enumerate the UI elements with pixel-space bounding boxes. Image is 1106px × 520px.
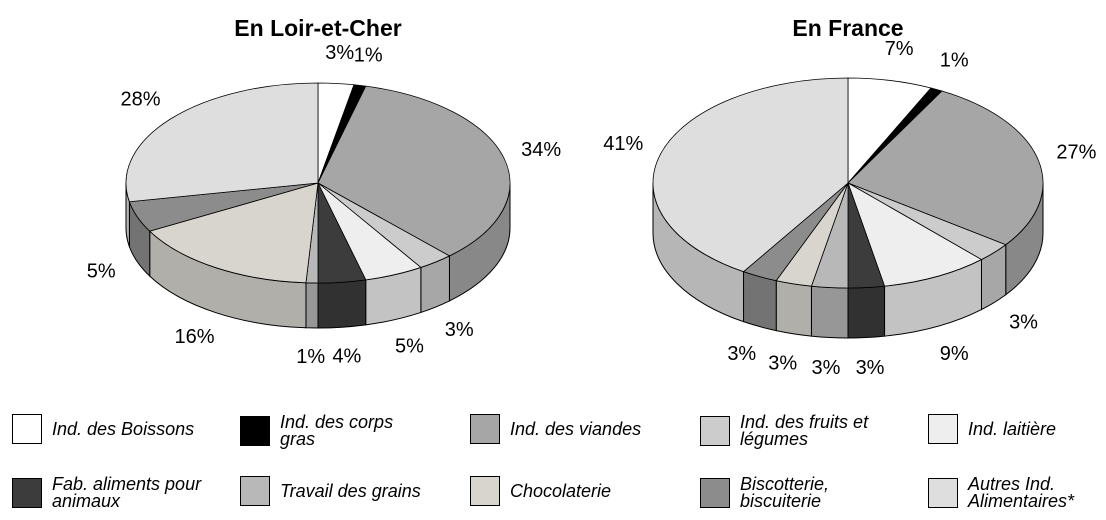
slice bbox=[847, 90, 1044, 246]
data-label: 41% bbox=[603, 133, 643, 155]
legend-label: Ind. des Boissons bbox=[52, 418, 195, 439]
legend-item: Travail des grains bbox=[240, 476, 430, 506]
legend-label: Ind. laitière bbox=[968, 418, 1057, 439]
data-label: 3% bbox=[1009, 312, 1038, 334]
data-label: 27% bbox=[1056, 142, 1096, 164]
data-label: 1% bbox=[296, 346, 325, 368]
slice-side bbox=[847, 285, 886, 339]
legend-item: Autres Ind. Alimentaires* bbox=[928, 474, 1106, 511]
legend-swatch bbox=[12, 414, 42, 444]
legend-swatch bbox=[12, 478, 42, 508]
legend-item: Chocolaterie bbox=[470, 476, 660, 506]
data-label: 34% bbox=[521, 139, 561, 161]
legend-swatch bbox=[470, 476, 500, 506]
slice-side bbox=[317, 279, 367, 329]
legend-swatch bbox=[240, 416, 270, 446]
data-label: 16% bbox=[175, 326, 215, 348]
chart-title: En France bbox=[792, 15, 903, 41]
legend-label: Autres Ind. Alimentaires* bbox=[968, 474, 1075, 511]
legend-swatch bbox=[928, 414, 958, 444]
legend-label: Ind. des fruits et légumes bbox=[740, 412, 869, 449]
legend-label: Ind. des viandes bbox=[510, 418, 642, 439]
legend-item: Ind. des fruits et légumes bbox=[700, 412, 890, 449]
data-label: 9% bbox=[940, 343, 969, 365]
data-label: 5% bbox=[395, 336, 424, 358]
legend-swatch bbox=[928, 478, 958, 508]
legend-label: Ind. des corps gras bbox=[280, 412, 394, 449]
slice-side bbox=[810, 285, 849, 339]
slice bbox=[317, 85, 511, 257]
data-label: 3% bbox=[325, 42, 354, 64]
legend-swatch bbox=[240, 476, 270, 506]
legend-item: Biscotterie, biscuiterie bbox=[700, 474, 890, 511]
data-label: 3% bbox=[812, 357, 841, 379]
data-label: 3% bbox=[727, 343, 756, 365]
data-label: 28% bbox=[120, 88, 160, 110]
legend-item: Ind. des Boissons bbox=[12, 414, 202, 444]
slice bbox=[148, 182, 319, 284]
legend-item: Ind. des viandes bbox=[470, 414, 660, 444]
chart-title: En Loir-et-Cher bbox=[234, 15, 401, 41]
legend-item: Fab. aliments pour animaux bbox=[12, 474, 202, 511]
data-label: 7% bbox=[885, 38, 914, 60]
legend-label: Chocolaterie bbox=[510, 480, 612, 501]
legend-label: Fab. aliments pour animaux bbox=[52, 474, 202, 511]
slice-side bbox=[305, 282, 319, 329]
legend-swatch bbox=[700, 416, 730, 446]
data-label: 1% bbox=[354, 44, 383, 66]
data-label: 5% bbox=[87, 260, 116, 282]
data-label: 1% bbox=[940, 50, 969, 72]
legend-item: Ind. des corps gras bbox=[240, 412, 430, 449]
data-label: 3% bbox=[856, 357, 885, 379]
legend-swatch bbox=[470, 414, 500, 444]
slice bbox=[847, 182, 983, 287]
legend-label: Biscotterie, biscuiterie bbox=[740, 474, 830, 511]
data-label: 3% bbox=[445, 319, 474, 341]
data-label: 3% bbox=[768, 352, 797, 374]
legend-label: Travail des grains bbox=[280, 480, 421, 501]
data-label: 4% bbox=[332, 345, 361, 367]
slice bbox=[652, 77, 849, 273]
legend-swatch bbox=[700, 478, 730, 508]
legend-item: Ind. laitière bbox=[928, 414, 1106, 444]
slice-side bbox=[775, 280, 812, 337]
slice bbox=[125, 82, 319, 203]
slice-side bbox=[743, 270, 777, 332]
